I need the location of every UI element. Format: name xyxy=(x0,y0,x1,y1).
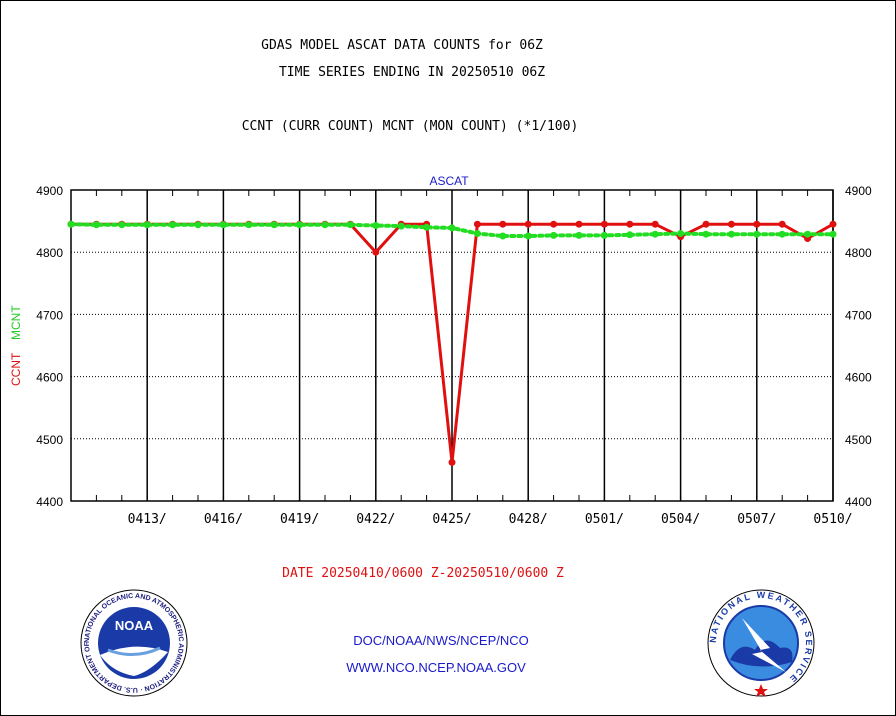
data-point-mcnt xyxy=(296,221,304,229)
chart-subtitle: CCNT (CURR COUNT) MCNT (MON COUNT) (*1/1… xyxy=(241,119,579,134)
data-series xyxy=(67,220,837,466)
data-point-mcnt xyxy=(169,221,177,229)
data-point-ccnt xyxy=(727,220,735,228)
svg-text:NATIONAL OCEANIC AND ATMOSPHER: NATIONAL OCEANIC AND ATMOSPHERIC ADMINIS… xyxy=(0,0,184,693)
data-point-mcnt xyxy=(677,230,685,237)
data-point-mcnt xyxy=(219,221,227,229)
noaa-logo: NATIONAL OCEANIC AND ATMOSPHERIC ADMINIS… xyxy=(0,0,188,697)
data-point-ccnt xyxy=(778,220,786,228)
data-point-mcnt xyxy=(702,230,710,238)
data-point-ccnt xyxy=(524,220,532,228)
data-point-mcnt xyxy=(575,231,583,239)
data-point-mcnt xyxy=(270,221,278,229)
y-tick-label-left: 4800 xyxy=(36,246,63,260)
noaa-logo-text: NOAA xyxy=(115,618,154,633)
data-point-mcnt xyxy=(67,220,75,228)
panel-title: ASCAT xyxy=(429,174,469,188)
data-point-ccnt xyxy=(626,220,634,228)
data-point-mcnt xyxy=(778,230,786,238)
data-point-mcnt xyxy=(143,221,151,229)
grid-lines xyxy=(70,189,834,502)
y-tick-label-right: 4400 xyxy=(845,495,872,509)
x-tick-label: 0419/ xyxy=(280,512,319,527)
data-point-ccnt xyxy=(499,220,507,228)
data-point-ccnt xyxy=(753,220,761,228)
y-tick-label-right: 4600 xyxy=(845,371,872,385)
x-tick-label: 0422/ xyxy=(356,512,395,527)
data-point-mcnt xyxy=(626,231,634,239)
data-point-mcnt xyxy=(753,230,761,238)
y-tick-label-right: 4900 xyxy=(845,184,872,198)
data-point-mcnt xyxy=(448,224,456,232)
data-point-mcnt xyxy=(245,221,253,229)
x-tick-label: 0413/ xyxy=(128,512,167,527)
x-tick-label: 0501/ xyxy=(585,512,624,527)
data-point-mcnt xyxy=(346,221,354,229)
y-tick-label-right: 4800 xyxy=(845,246,872,260)
data-point-mcnt xyxy=(499,232,507,240)
y-tick-label-left: 4900 xyxy=(36,184,63,198)
data-point-ccnt xyxy=(600,220,608,228)
chart-title-line2: TIME SERIES ENDING IN 20250510 06Z xyxy=(278,65,546,80)
y-tick-label-left: 4400 xyxy=(36,495,63,509)
data-point-mcnt xyxy=(321,221,329,229)
data-point-mcnt xyxy=(550,231,558,239)
data-point-mcnt xyxy=(92,221,100,229)
data-point-mcnt xyxy=(804,230,812,238)
data-point-ccnt xyxy=(651,220,659,228)
y-tick-label-right: 4700 xyxy=(845,308,872,322)
y-tick-label-left: 4500 xyxy=(36,433,63,447)
x-tick-label: 0416/ xyxy=(204,512,243,527)
ylabel-ccnt: CCNT xyxy=(9,352,23,386)
y-tick-label-left: 4700 xyxy=(36,308,63,322)
data-point-mcnt xyxy=(829,230,837,238)
x-tick-label: 0425/ xyxy=(432,512,471,527)
data-point-ccnt xyxy=(372,248,380,256)
data-point-mcnt xyxy=(118,221,126,229)
data-point-mcnt xyxy=(727,230,735,238)
x-tick-label: 0510/ xyxy=(813,512,852,527)
axis-labels: 4400 4400 4500 4500 4600 4600 4700 4700 4800 4800… xyxy=(36,184,872,527)
chart-title-line1: GDAS MODEL ASCAT DATA COUNTS for 06Z xyxy=(261,38,543,53)
data-point-mcnt xyxy=(194,221,202,229)
data-point-ccnt xyxy=(829,220,837,228)
data-point-ccnt xyxy=(448,458,456,466)
data-point-ccnt xyxy=(473,220,481,228)
org-path: DOC/NOAA/NWS/NCEP/NCO xyxy=(353,633,529,648)
data-point-ccnt xyxy=(575,220,583,228)
x-tick-label: 0507/ xyxy=(737,512,776,527)
x-tick-label: 0504/ xyxy=(661,512,700,527)
x-tick-label: 0428/ xyxy=(509,512,548,527)
nws-logo: NATIONAL WEATHER SERVICE xyxy=(707,589,815,697)
y-tick-label-right: 4500 xyxy=(845,433,872,447)
data-point-ccnt xyxy=(702,220,710,228)
data-point-mcnt xyxy=(473,230,481,237)
date-range: DATE 20250410/0600 Z-20250510/0600 Z xyxy=(282,566,564,581)
data-point-mcnt xyxy=(524,232,532,240)
data-point-mcnt xyxy=(423,223,431,231)
y-tick-label-left: 4600 xyxy=(36,371,63,385)
noaa-ring-text: NATIONAL OCEANIC AND ATMOSPHERIC ADMINIS… xyxy=(0,0,184,693)
ylabel-mcnt: MCNT xyxy=(9,305,23,340)
data-point-mcnt xyxy=(397,222,405,230)
website-link[interactable]: WWW.NCO.NCEP.NOAA.GOV xyxy=(346,660,526,675)
data-point-mcnt xyxy=(651,230,659,238)
data-point-mcnt xyxy=(600,231,608,239)
data-point-mcnt xyxy=(372,222,380,229)
data-point-ccnt xyxy=(550,220,558,228)
